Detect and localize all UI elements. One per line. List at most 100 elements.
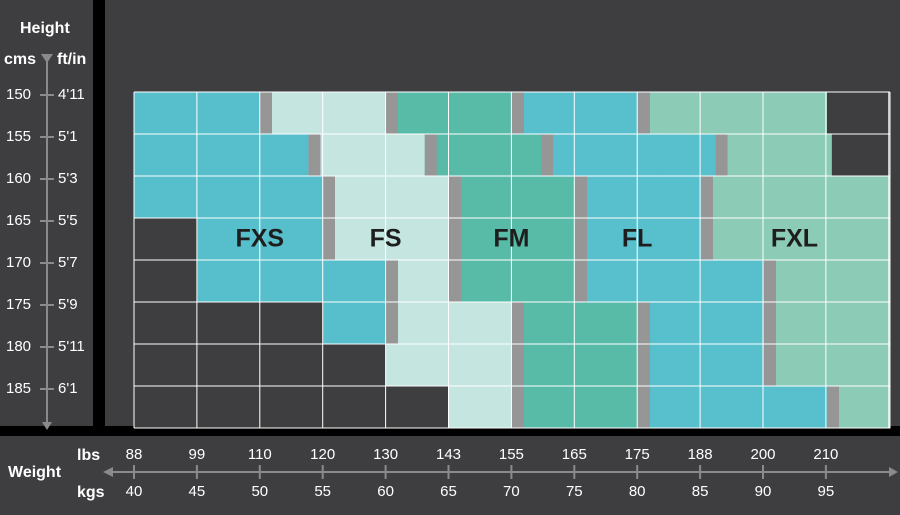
cell-fxs	[197, 218, 261, 261]
cell-fxl	[701, 92, 765, 135]
x-tick-label-kgs: 75	[565, 483, 583, 500]
cell-fxl	[764, 176, 828, 219]
cell-none	[134, 218, 198, 261]
vertical-axis-bar	[93, 0, 105, 428]
y-tick-label-ftin: 5'11	[58, 338, 85, 355]
y-unit-ftin: ft/in	[57, 51, 87, 68]
cell-fm	[512, 260, 576, 303]
y-axis-arrow-up-icon	[41, 54, 53, 63]
cell-fm	[575, 302, 639, 345]
cell-none	[260, 302, 324, 345]
size-boundary-divider	[386, 92, 398, 134]
x-tick-label-kgs: 70	[503, 483, 520, 500]
x-tick-label-lbs: 120	[310, 446, 336, 463]
size-boundary-divider	[701, 176, 713, 218]
x-axis-title: Weight	[8, 464, 62, 481]
size-boundary-divider	[512, 92, 524, 134]
size-boundary-divider	[638, 92, 650, 134]
cell-fl	[701, 260, 765, 303]
x-tick-label-lbs: 155	[498, 446, 524, 463]
x-tick-label-kgs: 55	[314, 483, 332, 500]
cell-fxl	[827, 176, 891, 219]
zone-label-fxs: FXS	[235, 224, 285, 253]
size-boundary-divider	[701, 218, 713, 260]
cell-fxl	[773, 134, 833, 177]
x-tick-label-lbs: 130	[373, 446, 399, 463]
x-tick-label-lbs: 88	[125, 446, 143, 463]
cell-none	[134, 302, 198, 345]
y-tick-label-ftin: 5'5	[58, 212, 78, 229]
size-boundary-divider	[638, 302, 650, 344]
cell-none	[134, 344, 198, 387]
cell-fl	[764, 386, 828, 429]
cell-fl	[638, 260, 702, 303]
cell-fxs	[134, 134, 193, 177]
y-tick-label-ftin: 5'1	[58, 128, 78, 145]
x-tick-label-kgs: 60	[377, 483, 394, 500]
cell-fs	[386, 176, 450, 219]
cell-none	[831, 134, 891, 177]
cell-fxs	[323, 260, 387, 303]
x-tick-label-kgs: 65	[440, 483, 457, 500]
cell-fs	[366, 134, 426, 177]
cell-fl	[701, 344, 765, 387]
y-tick-label-cms: 155	[6, 128, 32, 145]
cell-none	[323, 344, 387, 387]
cell-none	[260, 344, 324, 387]
y-tick-label-cms: 185	[6, 380, 32, 397]
cell-fxl	[827, 218, 891, 261]
cell-none	[197, 302, 261, 345]
cell-none	[827, 92, 891, 135]
x-tick-label-lbs: 210	[813, 446, 839, 463]
cell-fxs	[134, 176, 198, 219]
x-tick-label-lbs: 165	[561, 446, 587, 463]
cell-none	[386, 386, 450, 429]
x-tick-label-kgs: 95	[817, 483, 835, 500]
x-tick-label-kgs: 50	[251, 483, 269, 500]
y-axis-arrow-down-icon	[42, 422, 52, 430]
size-boundary-divider	[764, 260, 776, 302]
size-boundary-divider	[424, 134, 437, 176]
size-boundary-divider	[386, 260, 398, 302]
y-tick-label-ftin: 5'9	[58, 296, 78, 313]
x-tick-label-lbs: 110	[247, 446, 272, 463]
cell-fxs	[323, 302, 387, 345]
cell-none	[134, 386, 198, 429]
y-tick-label-ftin: 4'11	[58, 86, 85, 103]
cell-fxl	[827, 302, 891, 345]
size-boundary-divider	[512, 344, 524, 386]
x-tick-label-kgs: 80	[628, 483, 646, 500]
cell-none	[323, 386, 387, 429]
cell-fxs	[260, 260, 324, 303]
cell-fxs	[192, 134, 251, 177]
zone-label-fl: FL	[621, 224, 653, 253]
size-boundary-divider	[575, 218, 587, 260]
cell-fxl	[827, 260, 891, 303]
size-boundary-divider	[512, 302, 524, 344]
cell-fl	[599, 134, 658, 177]
y-tick-label-cms: 150	[6, 86, 32, 103]
x-tick-label-kgs: 40	[125, 483, 143, 500]
x-tick-label-lbs: 175	[624, 446, 650, 463]
cell-fm	[512, 218, 576, 261]
cell-fm	[575, 386, 639, 429]
cell-fl	[575, 92, 639, 135]
size-boundary-divider	[764, 302, 776, 344]
size-boundary-divider	[386, 302, 398, 344]
cell-fl	[657, 134, 717, 177]
y-tick-label-ftin: 6'1	[58, 380, 78, 397]
size-boundary-divider	[323, 176, 335, 218]
size-boundary-divider	[449, 218, 461, 260]
zone-label-fs: FS	[369, 224, 402, 253]
x-tick-label-lbs: 143	[435, 446, 462, 463]
y-tick-label-ftin: 5'7	[58, 254, 78, 271]
cell-fxl	[764, 218, 828, 261]
cell-fxl	[827, 344, 891, 387]
x-tick-label-kgs: 45	[188, 483, 206, 500]
x-axis-arrow-left-icon	[103, 467, 113, 477]
cell-fs	[323, 92, 387, 135]
size-boundary-divider	[764, 344, 776, 386]
size-boundary-divider	[308, 134, 321, 176]
